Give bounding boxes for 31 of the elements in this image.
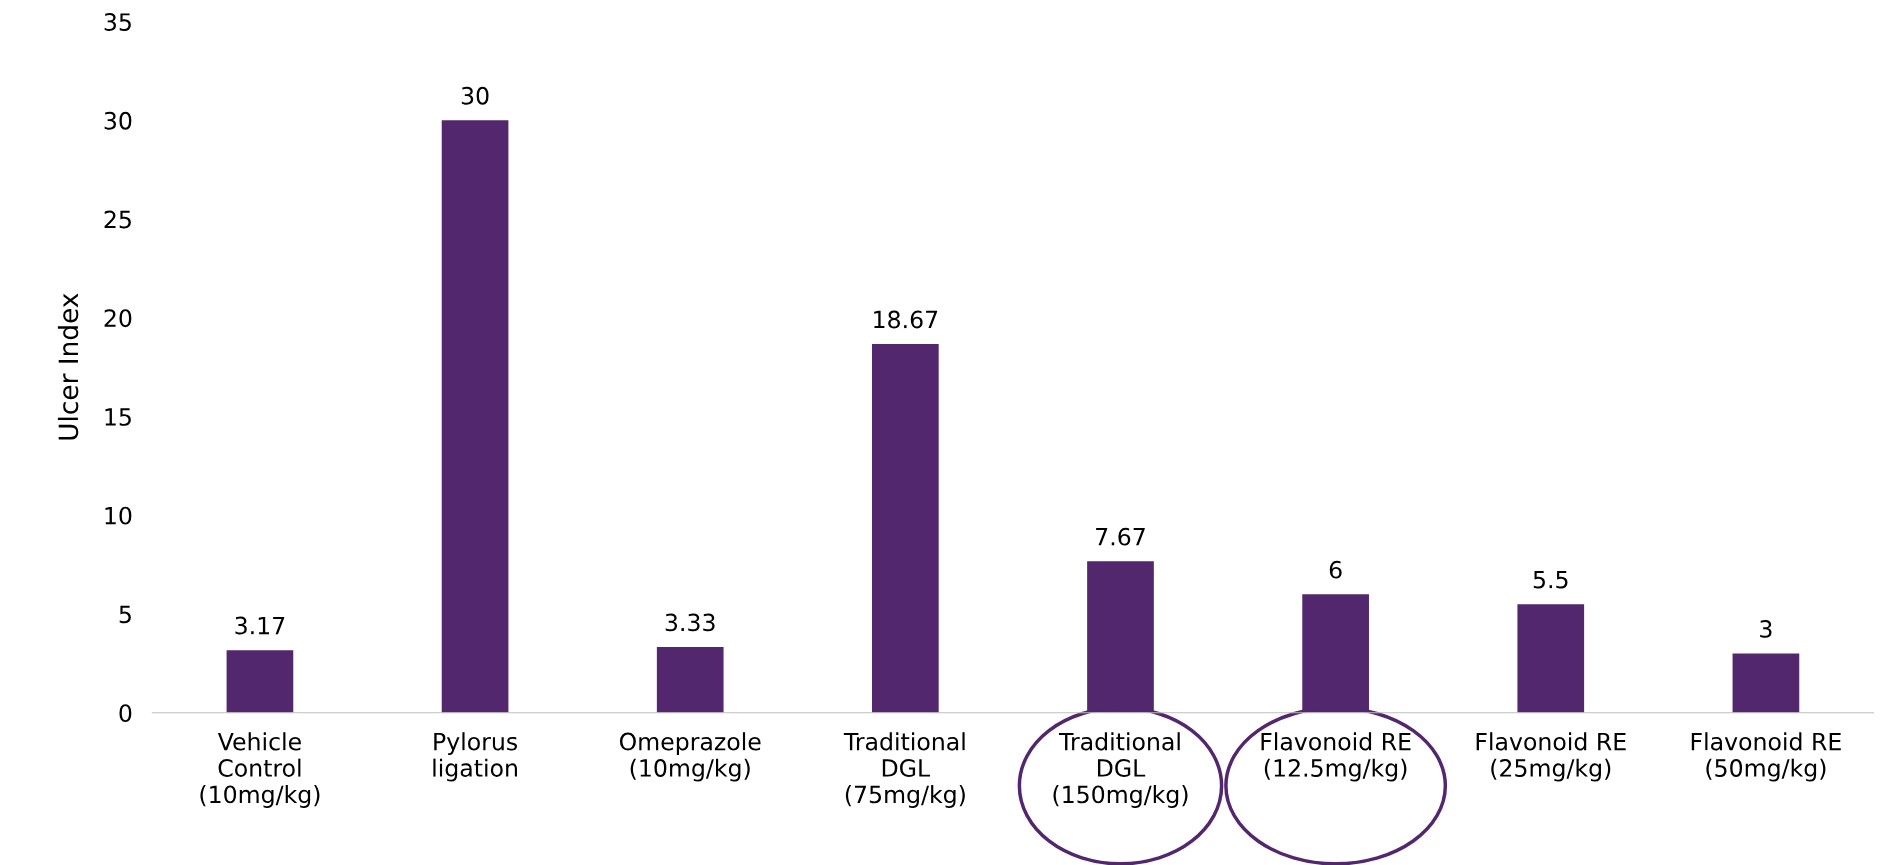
y-axis-title: Ulcer Index [57, 293, 79, 440]
y-tick-label: 5 [119, 605, 131, 624]
data-label: 3 [1760, 619, 1772, 638]
data-label: 3.17 [235, 616, 285, 635]
y-tick-label: 30 [104, 111, 132, 130]
data-label: 30 [461, 86, 489, 105]
bar [226, 650, 294, 713]
bar [1732, 653, 1800, 713]
x-tick-label: Flavonoid RE (50mg/kg) [1691, 732, 1841, 782]
y-tick-label: 20 [104, 309, 132, 328]
x-tick-label: Flavonoid RE (12.5mg/kg) [1261, 732, 1411, 782]
bar [872, 344, 939, 713]
data-label: 6 [1329, 560, 1342, 579]
data-label: 5.5 [1533, 570, 1568, 589]
bar [656, 647, 724, 713]
y-tick-label: 35 [104, 13, 131, 31]
y-tick-label: 15 [105, 408, 131, 426]
bar [441, 120, 509, 713]
y-tick-label: 25 [104, 210, 131, 229]
x-tick-label: Traditional DGL (75mg/kg) [843, 732, 965, 808]
x-tick-label: Traditional DGL (150mg/kg) [1053, 732, 1188, 808]
bar [1517, 604, 1585, 713]
x-tick-label: Flavonoid RE (25mg/kg) [1476, 732, 1626, 782]
data-label: 3.33 [665, 613, 715, 632]
data-label: 18.67 [874, 310, 938, 329]
x-tick-label: Pylorus ligation [433, 732, 518, 782]
y-tick-label: 0 [119, 704, 132, 723]
y-tick-label: 10 [105, 506, 132, 525]
data-label: 7.67 [1096, 527, 1145, 546]
x-tick-label: Vehicle Control (10mg/kg) [200, 732, 320, 808]
x-tick-label: Omeprazole (10mg/kg) [619, 732, 761, 782]
